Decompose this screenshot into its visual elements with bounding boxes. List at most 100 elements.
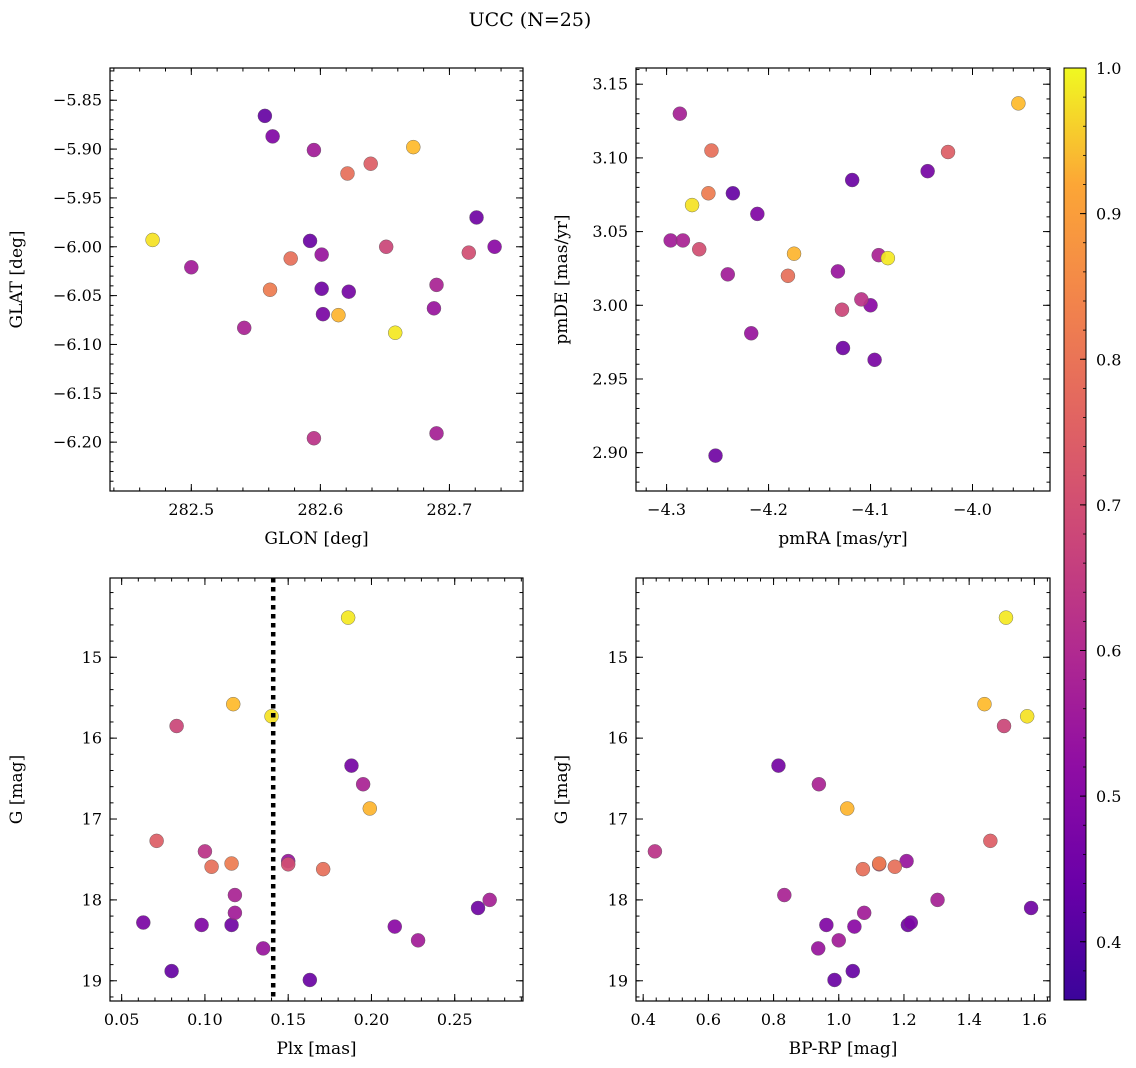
data-point: [998, 610, 1014, 625]
colorbar-tick-label: 0.7: [1096, 496, 1121, 515]
data-point: [145, 232, 160, 248]
y-tick-label: 15: [608, 648, 628, 667]
data-point: [197, 844, 213, 859]
y-tick-label: 3.15: [592, 75, 628, 94]
y-tick-label: 2.95: [592, 369, 628, 388]
data-point: [1011, 96, 1026, 111]
data-point: [983, 833, 998, 849]
x-tick-label: −4.0: [953, 500, 992, 519]
data-point: [831, 933, 846, 948]
y-tick-label: −6.00: [53, 237, 102, 256]
data-point: [920, 163, 935, 179]
data-point: [811, 941, 826, 956]
data-point: [725, 186, 741, 201]
data-point: [744, 326, 759, 341]
data-point: [771, 758, 786, 773]
data-point: [280, 857, 296, 872]
y-tick-label: 16: [608, 729, 628, 748]
y-tick-label: 17: [608, 810, 628, 829]
panels: 282.5 282.6 282.7 −5.85 −5.90 −5.95 −6.00 −6.05…: [7, 67, 1051, 1059]
colorbar-tick-label: 1.0: [1096, 59, 1121, 78]
x-axis-label: pmRA [mas/yr]: [778, 529, 907, 549]
data-point: [341, 284, 356, 299]
y-tick-label: 15: [82, 648, 102, 667]
y-tick-label: −5.90: [53, 140, 102, 159]
x-tick-label: 0.4: [630, 1010, 655, 1029]
data-point: [340, 610, 356, 625]
data-point: [302, 233, 318, 249]
colorbar: 0.4 0.5 0.6 0.7 0.8 0.9 1.0: [1063, 59, 1121, 1001]
data-point: [811, 777, 827, 792]
data-point: [194, 917, 209, 933]
data-point: [708, 448, 723, 463]
data-point: [1023, 900, 1039, 916]
data-point: [314, 281, 329, 296]
x-tick-label: −4.3: [647, 500, 686, 519]
data-point: [184, 260, 199, 275]
data-point: [387, 919, 402, 934]
data-point: [469, 210, 484, 225]
data-point: [363, 156, 378, 171]
data-point: [871, 856, 887, 871]
data-point: [331, 307, 346, 323]
y-axis-label: pmDE [mas/yr]: [552, 214, 572, 344]
data-point: [692, 242, 707, 257]
x-tick-label: 0.10: [187, 1010, 223, 1029]
data-point: [378, 239, 394, 254]
data-point: [315, 306, 331, 322]
data-point: [867, 352, 882, 368]
data-point: [226, 696, 241, 712]
data-point: [684, 197, 700, 213]
data-point: [470, 900, 486, 916]
colorbar-tick-label: 0.4: [1096, 933, 1121, 952]
data-point: [340, 166, 355, 181]
data-point: [224, 856, 239, 871]
axes-frame: [109, 577, 524, 1002]
data-point: [164, 963, 179, 979]
data-point: [224, 917, 239, 933]
x-tick-label: 282.7: [427, 500, 473, 519]
data-point: [855, 861, 871, 877]
y-tick-label: −5.95: [53, 188, 102, 207]
colorbar-gradient: [1063, 67, 1087, 1001]
data-point: [344, 758, 359, 773]
data-point: [899, 853, 914, 869]
figure-title: UCC (N=25): [469, 9, 592, 31]
x-axis-label: Plx [mas]: [276, 1039, 356, 1059]
x-axis-label: BP-RP [mag]: [789, 1039, 898, 1059]
y-tick-label: 16: [82, 729, 102, 748]
data-point: [750, 206, 765, 222]
y-tick-label: 18: [608, 890, 628, 909]
data-point: [262, 282, 278, 297]
x-tick-label: 0.25: [437, 1010, 473, 1029]
data-point: [487, 239, 502, 254]
data-point: [1019, 709, 1035, 724]
data-point: [482, 892, 497, 908]
data-point: [835, 340, 851, 356]
data-point: [840, 801, 855, 816]
y-tick-label: 2.90: [592, 443, 628, 462]
data-point: [930, 892, 945, 908]
panel-4: 0.4 0.6 0.8 1.0 1.2 1.4 1.6 15 16 17 18 19 BP-RP [ma…: [552, 577, 1051, 1059]
data-point: [406, 139, 421, 155]
y-tick-label: 19: [82, 971, 102, 990]
data-point: [283, 251, 298, 266]
data-point: [977, 696, 992, 712]
data-point: [701, 186, 716, 201]
colorbar-tick-label: 0.5: [1096, 787, 1121, 806]
data-point: [777, 887, 792, 903]
data-point: [786, 246, 802, 261]
x-tick-label: 1.2: [891, 1010, 916, 1029]
y-tick-label: 3.10: [592, 148, 628, 167]
data-point: [847, 919, 862, 934]
data-point: [780, 268, 796, 284]
data-point: [819, 917, 834, 933]
data-point: [410, 933, 426, 948]
axes-frame: [635, 577, 1051, 1002]
data-point: [227, 905, 243, 921]
data-point: [844, 172, 860, 188]
data-point: [302, 972, 318, 988]
x-tick-label: −4.1: [851, 500, 890, 519]
data-point: [227, 887, 243, 903]
